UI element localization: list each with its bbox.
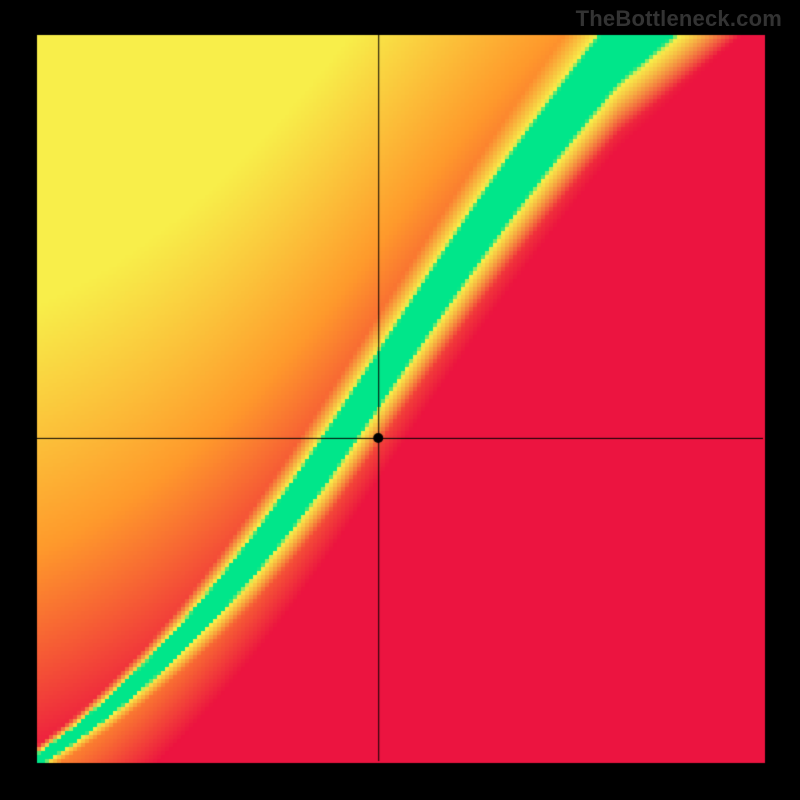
- chart-container: TheBottleneck.com: [0, 0, 800, 800]
- watermark-text: TheBottleneck.com: [576, 6, 782, 32]
- heatmap-canvas: [0, 0, 800, 800]
